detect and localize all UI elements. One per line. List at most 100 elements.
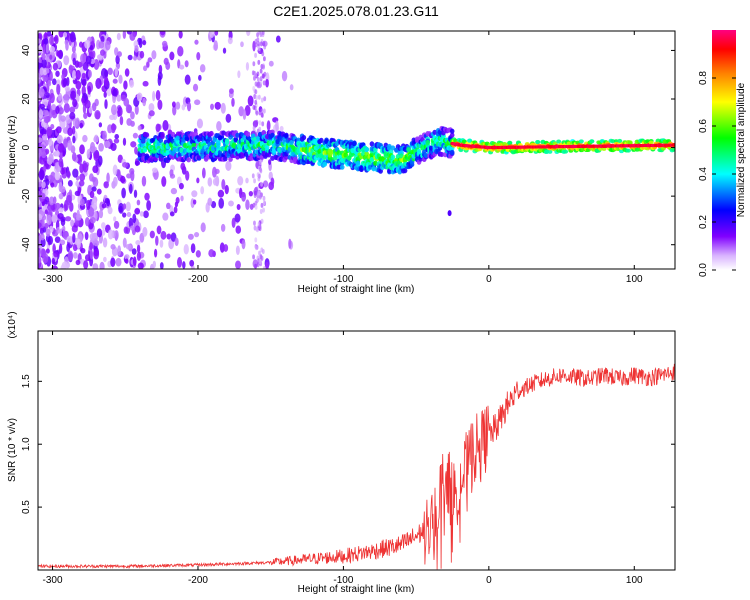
heatmap-cell <box>245 61 250 71</box>
heatmap-cell <box>260 247 264 253</box>
heatmap-cell <box>79 144 85 155</box>
heatmap-cell <box>104 69 109 78</box>
heatmap-cell <box>151 50 157 60</box>
heatmap-cell <box>75 80 82 90</box>
heatmap-cell <box>62 150 66 157</box>
heatmap-cell <box>62 225 66 233</box>
heatmap-cell <box>159 239 164 248</box>
heatmap-cell <box>146 61 150 68</box>
heatmap-cell <box>64 39 69 46</box>
heatmap-cell <box>107 206 113 215</box>
heatmap-cell <box>75 213 82 221</box>
heatmap-cell <box>265 78 269 88</box>
heatmap-cell <box>235 260 241 269</box>
heatmap-cell <box>47 100 52 109</box>
heatmap-cell <box>96 188 102 195</box>
heatmap-cell <box>200 186 205 195</box>
heatmap-cell <box>122 237 127 248</box>
heatmap-cell <box>45 43 50 54</box>
heatmap-cell <box>142 226 148 237</box>
heatmap-cell <box>113 220 120 229</box>
heatmap-cell <box>352 140 357 146</box>
heatmap-cell <box>186 101 192 112</box>
heatmap-cell <box>132 213 137 224</box>
heatmap-cell <box>383 151 389 157</box>
heatmap-cell <box>126 212 132 218</box>
heatmap-cell <box>275 35 281 43</box>
heatmap-cell <box>157 75 162 87</box>
heatmap-cell <box>343 152 349 158</box>
heatmap-cell <box>322 161 328 167</box>
spectrogram-xtick-label: -100 <box>333 274 353 285</box>
heatmap-cell <box>44 222 49 229</box>
heatmap-cell <box>41 151 47 159</box>
heatmap-cell <box>255 95 259 101</box>
snr-ytick-label: 1.5 <box>21 374 32 388</box>
heatmap-cell <box>49 46 55 53</box>
heatmap-cell <box>236 203 241 210</box>
heatmap-cell <box>254 42 258 48</box>
heatmap-cell <box>507 140 513 145</box>
snr-xtick-label: -200 <box>188 575 208 586</box>
heatmap-cell <box>101 228 106 236</box>
heatmap-cell <box>194 231 200 238</box>
heatmap-cell <box>42 134 48 141</box>
heatmap-cell <box>151 167 158 173</box>
heatmap-cell <box>153 248 158 258</box>
heatmap-cell <box>220 102 226 114</box>
heatmap-cell <box>258 224 262 230</box>
heatmap-cell <box>252 202 256 208</box>
heatmap-cell <box>89 217 96 224</box>
heatmap-cell <box>75 69 81 80</box>
heatmap-cell <box>130 141 137 148</box>
heatmap-cell <box>82 162 89 173</box>
heatmap-cell <box>157 99 163 110</box>
heatmap-cell <box>148 110 155 117</box>
heatmap-cell <box>128 183 133 194</box>
heatmap-cell <box>182 142 188 149</box>
heatmap-cell <box>79 122 84 129</box>
heatmap-cell <box>416 148 422 154</box>
heatmap-cell <box>235 132 240 138</box>
heatmap-cell <box>190 243 196 254</box>
heatmap-cell <box>263 266 266 269</box>
heatmap-cell <box>251 173 255 179</box>
heatmap-cell <box>213 40 218 51</box>
heatmap-cell <box>136 244 141 254</box>
heatmap-cell <box>171 101 176 108</box>
heatmap-cell <box>112 94 116 104</box>
heatmap-cell <box>41 181 46 189</box>
heatmap-cell <box>246 31 251 36</box>
colorbar-tick-label: 0.6 <box>698 119 709 133</box>
heatmap-cell <box>148 102 155 112</box>
heatmap-cell <box>270 132 275 138</box>
heatmap-cell <box>115 54 120 65</box>
heatmap-cell <box>159 262 164 269</box>
heatmap-cell <box>60 115 66 122</box>
heatmap-cell <box>130 111 135 120</box>
heatmap-cell <box>257 41 260 47</box>
heatmap-cell <box>671 147 675 152</box>
heatmap-cell <box>169 211 175 217</box>
heatmap-cell <box>200 222 206 233</box>
heatmap-cell <box>84 216 90 227</box>
heatmap-cell <box>155 123 161 133</box>
heatmap-cell <box>41 59 47 69</box>
heatmap-cell <box>262 195 266 201</box>
heatmap-cell <box>327 152 333 158</box>
heatmap-cell <box>238 106 244 117</box>
heatmap-cell <box>270 155 275 161</box>
heatmap-cell <box>228 156 233 162</box>
heatmap-cell <box>439 151 445 158</box>
heatmap-cell <box>127 104 133 114</box>
heatmap-cell <box>258 120 262 126</box>
heatmap-cell <box>57 212 64 220</box>
heatmap-cell <box>256 262 260 268</box>
heatmap-cell <box>75 117 80 129</box>
heatmap-cell <box>432 129 438 135</box>
heatmap-cell <box>166 202 171 210</box>
heatmap-cell <box>106 198 111 207</box>
heatmap-cell <box>223 156 228 162</box>
spectrogram-heatmap <box>38 31 675 269</box>
heatmap-cell <box>134 45 139 53</box>
